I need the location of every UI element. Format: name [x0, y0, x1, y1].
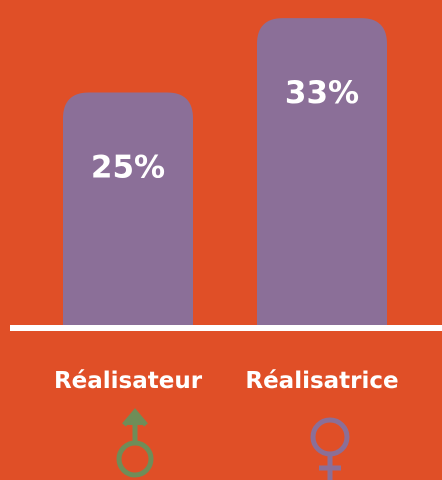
value-label: 25% — [91, 150, 165, 186]
bar — [257, 18, 387, 325]
category-label: Réalisateur — [54, 368, 203, 394]
male-icon — [116, 408, 154, 478]
bar — [63, 92, 193, 325]
value-label: 33% — [285, 75, 359, 111]
female-icon — [310, 417, 350, 480]
category-label: Réalisatrice — [245, 368, 398, 394]
